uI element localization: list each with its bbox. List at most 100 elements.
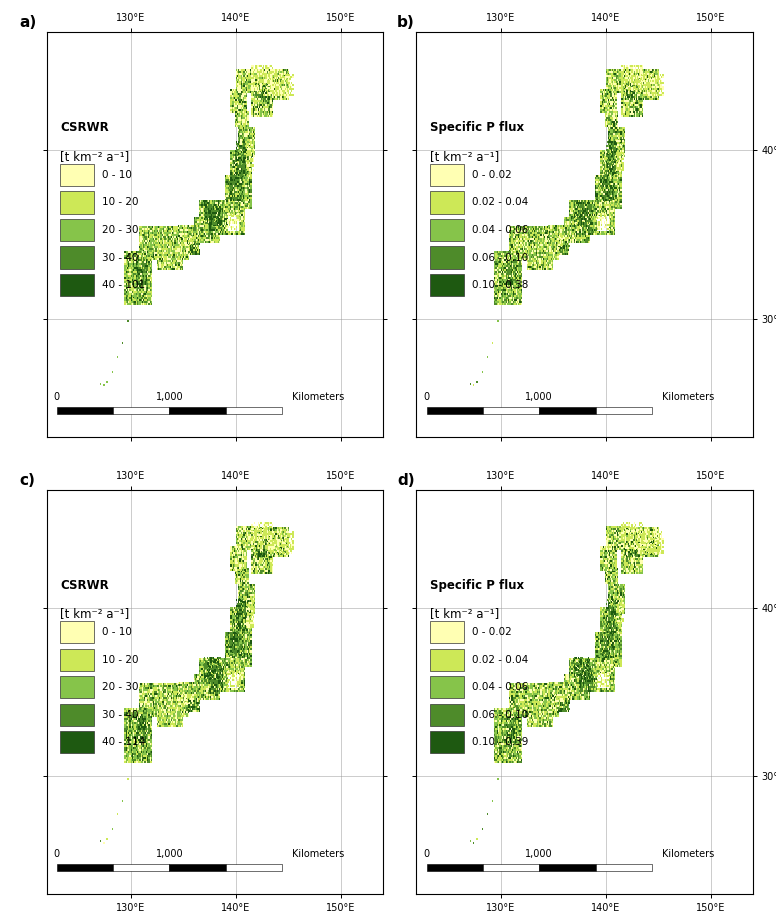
Bar [608,205,610,207]
Bar [592,664,594,666]
Bar [611,633,613,635]
Bar [251,588,253,590]
Bar [605,634,607,636]
Bar [204,217,205,219]
Bar [220,666,221,668]
Bar [529,248,530,250]
Bar [615,87,617,89]
Bar [612,151,613,153]
Bar [498,742,499,745]
Bar [192,236,194,239]
Bar [142,727,144,728]
Bar [643,544,645,546]
Bar [137,737,138,739]
Bar [211,692,213,694]
Bar [293,531,294,534]
Bar [619,85,621,87]
Bar [239,101,241,103]
Bar [173,701,175,703]
Bar [206,227,207,229]
Bar [189,684,191,686]
Bar [192,247,193,249]
Bar [502,275,503,278]
Bar [518,246,519,248]
Bar [555,242,556,244]
Bar [237,112,238,113]
Bar [176,254,178,256]
Bar [564,694,566,696]
Bar [555,242,556,243]
Bar [148,291,150,293]
Bar [177,695,178,697]
Bar [220,682,221,684]
Bar [169,707,171,709]
Bar [612,619,613,621]
Bar [622,149,623,151]
Bar [170,697,171,699]
Bar [613,99,615,101]
Bar [611,141,613,143]
Bar [196,239,197,241]
Bar [144,709,145,711]
Bar [204,674,205,676]
Bar [272,102,273,104]
Bar [618,87,619,89]
Bar [628,77,629,79]
Bar [142,257,144,259]
Bar [626,561,628,564]
Bar [243,598,244,600]
Bar [540,685,542,687]
Bar [229,660,230,663]
Bar [611,158,613,160]
Bar [594,678,595,680]
Bar [615,552,617,554]
Bar [532,266,533,268]
Bar [194,692,195,694]
Bar [509,685,510,687]
Bar [242,89,243,91]
Bar [504,253,506,254]
Bar [184,698,185,700]
Bar [214,212,215,215]
Bar [565,219,566,220]
Bar [255,535,257,537]
Bar [254,542,255,544]
Bar [241,207,243,208]
Bar [591,668,593,669]
Bar [241,660,243,663]
Bar [617,126,618,129]
Bar [614,189,615,191]
Bar [594,659,595,662]
Bar [533,721,535,724]
Bar [233,632,234,634]
Bar [168,250,169,252]
Bar [617,578,618,580]
Bar [289,534,290,536]
Bar [233,93,234,95]
Bar [528,268,529,270]
Bar [242,160,243,161]
Bar [166,726,167,727]
Bar [639,109,640,111]
Bar [187,234,188,237]
Bar [240,542,241,544]
Bar [150,745,151,747]
Bar [611,206,613,207]
Bar [605,549,607,550]
Bar [622,152,624,154]
Bar [553,242,554,244]
Bar [259,533,260,535]
Bar [241,590,243,592]
Bar [159,709,161,711]
Bar [249,153,251,155]
Bar [609,530,611,532]
Bar [592,669,594,672]
Bar [563,674,565,676]
Bar [504,732,506,735]
Bar [609,561,611,562]
Bar [177,724,178,726]
Bar [183,710,184,712]
Bar [161,254,163,256]
Bar [616,576,617,578]
Bar [282,98,283,100]
